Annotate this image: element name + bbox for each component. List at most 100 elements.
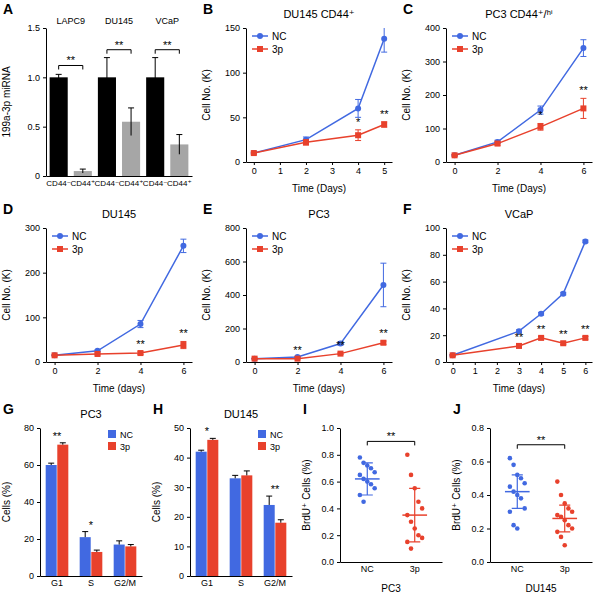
tick-mark xyxy=(443,335,446,336)
tick-label: 4 xyxy=(356,166,361,176)
tick-label: 200 xyxy=(225,324,240,334)
tick-mark xyxy=(443,62,446,63)
tick-mark xyxy=(487,428,490,429)
tick: S xyxy=(238,578,244,588)
legend-marker xyxy=(257,33,263,39)
error-bar xyxy=(381,28,387,52)
marker xyxy=(180,243,186,249)
x-axis-title: Time (Days) xyxy=(292,183,346,194)
tick-mark xyxy=(37,576,40,577)
tick: 80 xyxy=(430,250,446,260)
tick: 10 xyxy=(174,542,190,552)
tick: 0.6 xyxy=(321,477,340,487)
marker xyxy=(295,356,301,362)
point xyxy=(555,530,560,535)
axis-line xyxy=(190,429,191,577)
point xyxy=(420,506,425,511)
error-bar xyxy=(128,545,134,547)
tick: 1 xyxy=(473,362,478,376)
tick-label: 4 xyxy=(138,366,143,376)
tick-label: 0.8 xyxy=(321,450,334,460)
tick-label: 200 xyxy=(425,90,440,100)
error-bar xyxy=(94,550,100,552)
panel-label: J xyxy=(453,401,461,417)
point xyxy=(555,479,560,484)
error-bar xyxy=(152,58,158,97)
tick: 0.2 xyxy=(321,531,340,541)
tick-mark xyxy=(37,502,40,503)
point xyxy=(358,493,363,498)
annotation: ** xyxy=(387,430,396,442)
x-axis: 012345 xyxy=(247,162,393,176)
tick-mark xyxy=(243,73,246,74)
x-axis-title: PC3 xyxy=(381,583,401,594)
annotation: ** xyxy=(579,84,588,96)
legend-label: NC xyxy=(272,31,286,42)
point xyxy=(416,533,421,538)
tick-label: 2 xyxy=(495,366,500,376)
tick-mark xyxy=(340,362,341,365)
title: PC3 xyxy=(80,408,101,420)
panel: Cells (%)020406080G1SG2/M***NC3pGPC3 xyxy=(1,401,143,588)
tick-label: 0.2 xyxy=(321,531,334,541)
point xyxy=(566,506,571,511)
tick-label: 0 xyxy=(451,366,456,376)
tick: CD44⁻ xyxy=(143,179,168,188)
tick-label: 0 xyxy=(179,571,184,581)
tick-mark xyxy=(243,262,246,263)
tick-mark xyxy=(487,529,490,530)
error-bar xyxy=(82,532,88,538)
axis-line xyxy=(246,229,247,363)
y-axis-title: Cell No. (K) xyxy=(1,269,12,321)
marker xyxy=(450,352,456,358)
tick: 4 xyxy=(138,362,143,376)
error-bar xyxy=(180,239,186,252)
sd-bar xyxy=(559,505,570,532)
plot: 199a-3p miRNA00.51.01.5CD44⁻CD44⁺CD44⁻CD… xyxy=(1,16,193,188)
tick: S xyxy=(88,578,94,588)
tick: 0.8 xyxy=(321,450,340,460)
bar xyxy=(230,478,241,576)
x-axis: NC3p xyxy=(491,563,593,575)
marker xyxy=(251,150,257,156)
point xyxy=(405,540,410,545)
axis-line xyxy=(446,29,447,163)
tick: 800 xyxy=(225,223,246,233)
panel-label: A xyxy=(3,1,13,17)
tick-label: 100 xyxy=(425,124,440,134)
tick-label: 0.5 xyxy=(27,122,40,132)
marker xyxy=(538,335,544,341)
tick: 3 xyxy=(330,162,335,176)
point xyxy=(409,473,414,478)
marker xyxy=(337,351,343,357)
tick-mark xyxy=(487,562,490,563)
legend-marker xyxy=(257,233,263,239)
annotation: ** xyxy=(379,327,388,339)
tick-mark xyxy=(487,462,490,463)
tick-label: 400 xyxy=(225,290,240,300)
marks xyxy=(452,40,587,159)
error-bar xyxy=(48,463,54,465)
error-bar xyxy=(266,496,272,505)
axis-line xyxy=(490,429,491,563)
point xyxy=(519,476,524,481)
tick-label: 0.0 xyxy=(471,557,484,567)
y-axis-title: Cell No. (K) xyxy=(201,69,212,121)
marker xyxy=(251,150,257,156)
tick-label: 1.0 xyxy=(321,423,334,433)
legend: NC3p xyxy=(252,31,286,55)
annotation: ** xyxy=(271,483,280,495)
tick-mark xyxy=(140,362,141,365)
legend-marker xyxy=(457,33,463,39)
tick-label: 2 xyxy=(296,366,301,376)
tick-label: 0 xyxy=(235,157,240,167)
y-axis: 0.00.20.40.60.81.0 xyxy=(321,423,340,567)
tick-mark xyxy=(337,482,340,483)
tick: 1.0 xyxy=(321,423,340,433)
tick-label: 5 xyxy=(382,166,387,176)
axis-line xyxy=(47,362,193,363)
tick-mark xyxy=(255,362,256,365)
tick-label: CD44⁺ xyxy=(167,179,192,188)
tick-label: 800 xyxy=(225,223,240,233)
tick-label: 0.2 xyxy=(471,524,484,534)
